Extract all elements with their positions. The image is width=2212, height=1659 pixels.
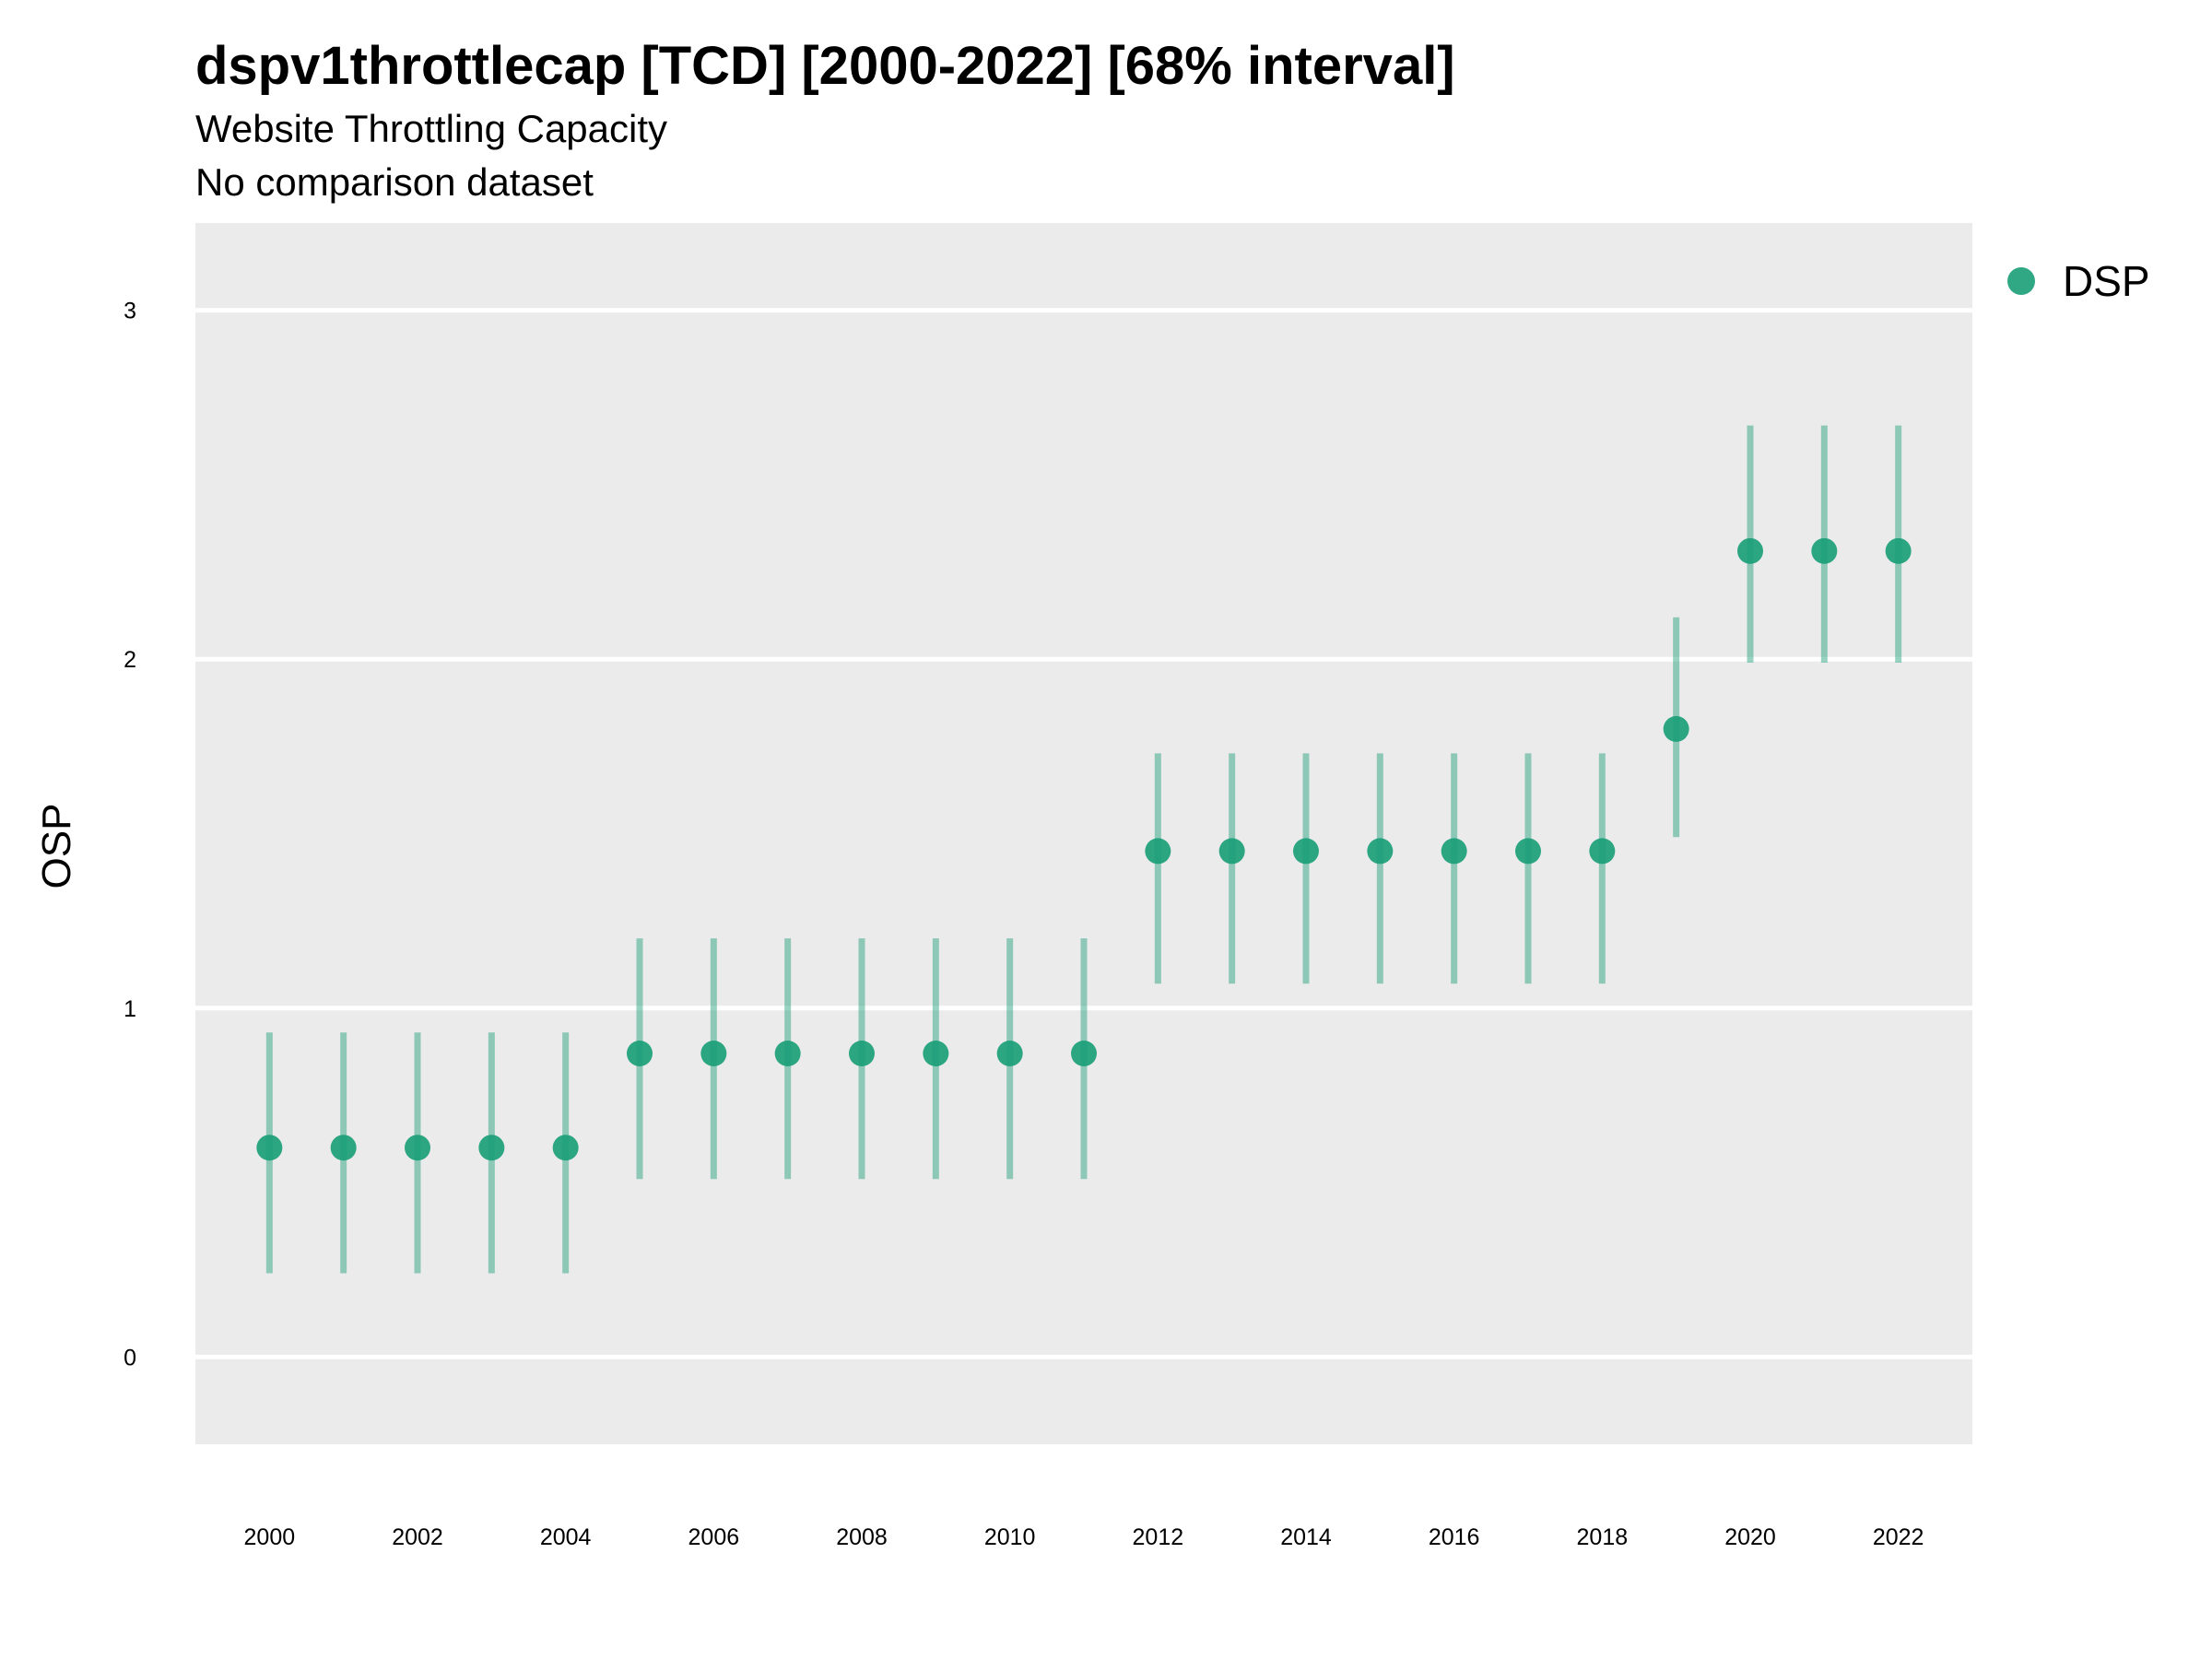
data-point bbox=[1737, 537, 1763, 564]
legend: DSP bbox=[2007, 256, 2150, 306]
plot-panel bbox=[195, 223, 1972, 1444]
chart-subtitle: Website Throttling Capacity bbox=[195, 107, 668, 150]
gridlines bbox=[195, 308, 1972, 1359]
data-point bbox=[1441, 838, 1467, 865]
data-point bbox=[923, 1041, 949, 1066]
legend-label: DSP bbox=[2063, 257, 2150, 305]
x-tick-label: 2002 bbox=[392, 1524, 443, 1550]
x-axis-ticks: 2000 2002 2004 2006 2008 2010 2012 2014 2016 2018… bbox=[244, 1524, 1924, 1550]
data-point bbox=[330, 1135, 357, 1161]
chart-caption: No comparison dataset bbox=[195, 160, 594, 204]
data-point bbox=[1811, 537, 1838, 564]
x-tick-label: 2020 bbox=[1724, 1524, 1776, 1550]
data-point bbox=[1218, 838, 1245, 865]
legend-key-dot bbox=[2007, 267, 2035, 295]
x-tick-label: 2018 bbox=[1577, 1524, 1629, 1550]
data-point bbox=[256, 1135, 283, 1161]
x-tick-label: 2012 bbox=[1133, 1524, 1184, 1550]
y-tick-label: 0 bbox=[124, 1345, 136, 1371]
x-tick-label: 2016 bbox=[1429, 1524, 1480, 1550]
data-point bbox=[996, 1041, 1023, 1066]
x-tick-label: 2000 bbox=[244, 1524, 296, 1550]
x-tick-label: 2004 bbox=[540, 1524, 592, 1550]
data-point bbox=[627, 1041, 653, 1066]
data-point bbox=[1367, 838, 1394, 865]
data-point bbox=[405, 1135, 430, 1161]
x-tick-label: 2022 bbox=[1873, 1524, 1924, 1550]
data-point bbox=[1293, 838, 1319, 865]
y-tick-label: 1 bbox=[124, 996, 136, 1022]
x-tick-label: 2006 bbox=[688, 1524, 740, 1550]
data-point bbox=[774, 1041, 801, 1066]
chart-title: dspv1throttlecap [TCD] [2000-2022] [68% … bbox=[195, 36, 1455, 96]
y-axis-ticks: 0 1 2 3 bbox=[124, 299, 136, 1371]
data-point bbox=[1885, 537, 1912, 564]
data-point bbox=[1145, 838, 1171, 865]
x-tick-label: 2008 bbox=[836, 1524, 888, 1550]
data-point bbox=[1663, 715, 1689, 742]
x-tick-label: 2014 bbox=[1280, 1524, 1332, 1550]
data-point bbox=[1515, 838, 1541, 865]
data-point bbox=[1589, 838, 1616, 865]
data-point bbox=[1071, 1041, 1097, 1066]
y-tick-label: 2 bbox=[124, 647, 136, 673]
data-point bbox=[478, 1135, 505, 1161]
y-tick-label: 3 bbox=[124, 299, 136, 324]
data-marks bbox=[256, 425, 1912, 1274]
x-tick-label: 2010 bbox=[984, 1524, 1036, 1550]
data-point bbox=[700, 1041, 727, 1066]
data-point bbox=[849, 1041, 875, 1066]
data-point bbox=[552, 1135, 579, 1161]
